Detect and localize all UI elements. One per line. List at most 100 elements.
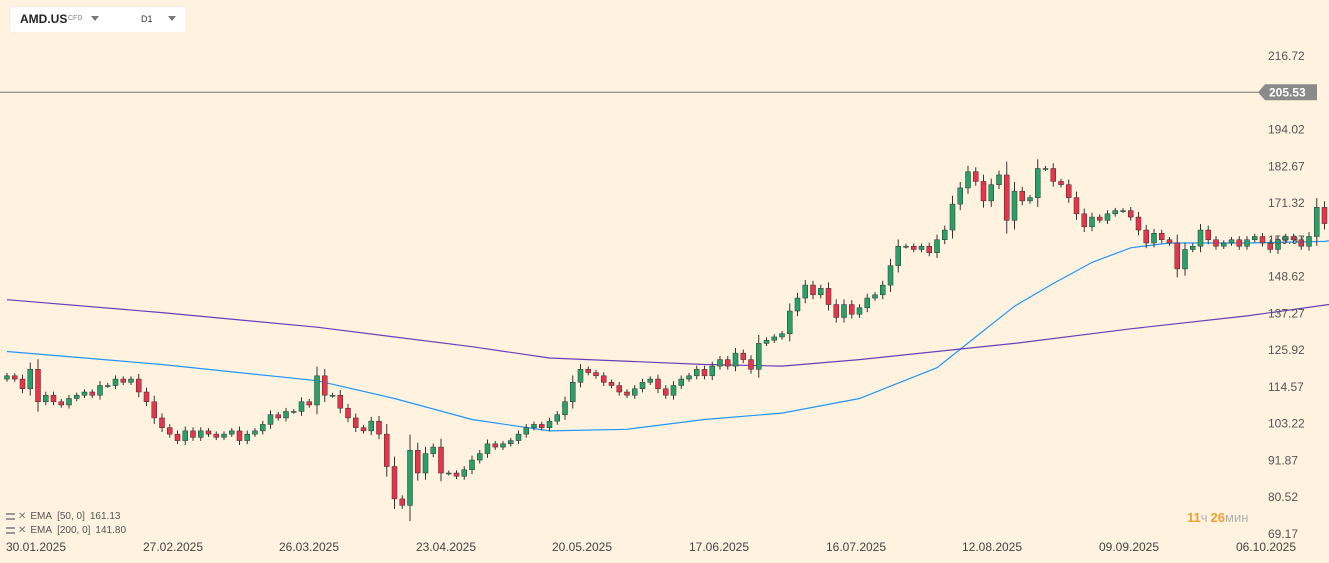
candle-body — [244, 433, 250, 441]
candle-body — [593, 372, 599, 377]
x-tick-label: 17.06.2025 — [689, 540, 749, 554]
ema-lines — [6, 240, 1329, 432]
candle-body — [167, 427, 173, 435]
candle-body — [415, 450, 421, 474]
candle-body — [965, 171, 971, 189]
candle-body — [1159, 233, 1165, 240]
candle-body — [384, 433, 390, 467]
candle-body — [779, 333, 785, 338]
y-tick-label: 91.87 — [1268, 453, 1298, 467]
candle-body — [663, 388, 669, 396]
candle-body — [430, 446, 436, 454]
candle-body — [632, 388, 638, 396]
candle-body — [74, 394, 80, 399]
candle-body — [236, 430, 243, 441]
candle-body — [1073, 197, 1080, 215]
candle-body — [562, 401, 568, 415]
close-icon[interactable]: ✕ — [18, 511, 27, 522]
candle-body — [1004, 174, 1010, 221]
candle-body — [1221, 242, 1227, 247]
candle-body — [903, 245, 909, 248]
candle-body — [717, 359, 723, 367]
timeframe-select[interactable]: D1 — [141, 14, 153, 24]
candle-body — [128, 378, 134, 383]
candle-body — [1135, 216, 1142, 231]
candle-body — [198, 430, 204, 438]
candle-body — [1244, 239, 1250, 247]
candle-body — [624, 391, 630, 396]
symbol-chevron-down-icon[interactable] — [91, 16, 99, 21]
candle-body — [748, 359, 754, 370]
candle-body — [453, 472, 460, 477]
candle-body — [1298, 239, 1304, 247]
ema-200-line — [6, 299, 1329, 367]
candle-body — [1089, 216, 1095, 228]
candle-body — [27, 369, 33, 390]
candle-body — [1097, 216, 1103, 221]
candle-body — [58, 401, 64, 406]
candle-body — [446, 472, 452, 475]
candle-body — [484, 443, 491, 454]
candle-body — [864, 297, 870, 309]
candle-body — [267, 414, 274, 425]
candle-body — [608, 382, 615, 386]
indicator-legend-ema50: ✕ EMA [50, 0] 161.13 — [6, 511, 120, 522]
close-icon[interactable]: ✕ — [18, 525, 27, 536]
candle-body — [376, 420, 382, 435]
candle-body — [1213, 239, 1219, 247]
candle-body — [771, 336, 777, 341]
candle-body — [810, 284, 816, 296]
candle-body — [120, 378, 126, 383]
candle-body — [763, 339, 770, 344]
candle-body — [500, 443, 506, 448]
candle-body — [856, 307, 863, 315]
x-tick-label: 09.09.2025 — [1099, 540, 1159, 554]
candle-body — [926, 245, 932, 253]
candle-body — [585, 369, 591, 373]
candle-body — [988, 184, 994, 202]
candle-body — [81, 391, 88, 396]
candle-body — [546, 420, 553, 428]
symbol-name[interactable]: AMD.US — [20, 12, 68, 26]
candle-body — [43, 394, 49, 402]
candle-body — [678, 378, 684, 386]
timeframe-chevron-down-icon[interactable] — [168, 16, 176, 21]
candle-body — [980, 181, 987, 202]
candle-body — [136, 378, 142, 393]
candle-body — [1236, 239, 1242, 247]
y-tick-label: 103.22 — [1268, 417, 1305, 431]
candle-body — [283, 411, 289, 419]
candle-body — [275, 414, 281, 419]
candle-body — [298, 401, 305, 412]
candle-body — [461, 469, 467, 477]
candle-body — [151, 401, 157, 419]
candle-body — [329, 394, 336, 397]
x-tick-label: 27.02.2025 — [143, 540, 203, 554]
x-tick-label: 30.01.2025 — [6, 540, 66, 554]
candle-body — [4, 375, 10, 380]
candle-body — [957, 187, 963, 205]
candle-body — [872, 294, 878, 299]
candle-body — [515, 433, 522, 441]
x-tick-label: 26.03.2025 — [279, 540, 339, 554]
settings-icon[interactable] — [6, 527, 15, 534]
candle-body — [1104, 213, 1111, 221]
candle-body — [438, 446, 444, 474]
candle-body — [601, 375, 607, 383]
candle-body — [911, 245, 917, 250]
candle-body — [322, 375, 328, 396]
countdown-hours: 11 — [1187, 510, 1201, 525]
last-price-label-bg — [1258, 84, 1317, 101]
axes: 216.72 194.02 182.67 171.32 159.97 148.62 137.… — [0, 49, 1317, 554]
candle-body — [1174, 242, 1180, 270]
settings-icon[interactable] — [6, 513, 15, 520]
candle-body — [291, 411, 297, 413]
candle-body — [1128, 210, 1134, 218]
indicator-params: [50, 0] — [57, 511, 85, 522]
y-tick-label: 80.52 — [1268, 490, 1298, 504]
candle-body — [174, 433, 181, 441]
candle-body — [1314, 207, 1320, 237]
candle-body — [391, 466, 398, 500]
candle-body — [345, 407, 351, 419]
